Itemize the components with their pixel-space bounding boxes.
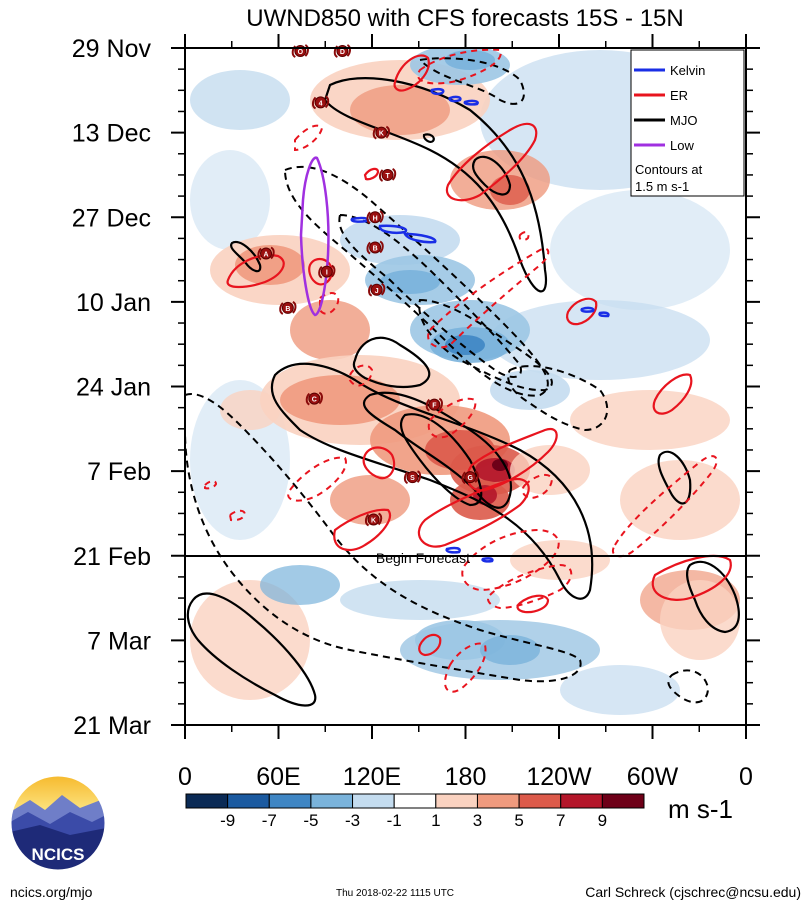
storm-marker: A	[257, 246, 275, 261]
storm-id: O	[298, 49, 304, 56]
colorbar-swatch	[310, 793, 354, 809]
storm-marker: D	[333, 44, 352, 58]
storm-id: C	[312, 397, 317, 404]
storm-marker: G	[461, 470, 479, 485]
storm-marker: S	[403, 470, 422, 485]
colorbar-swatch	[435, 793, 478, 809]
axes: 0 60E 120E 180 120W 60W 0 29 Nov 13 Dec 27 Dec 10 …	[72, 34, 760, 791]
storm-id: J	[375, 288, 379, 295]
y-tick-label: 13 Dec	[72, 120, 151, 148]
storm-id: K	[379, 131, 384, 138]
x-tick-label: 0	[739, 763, 753, 791]
colorbar-label: 3	[473, 811, 482, 830]
colorbar-swatch	[185, 793, 229, 809]
y-tick-label: 7 Mar	[87, 627, 151, 655]
legend-note-line2: 1.5 m s-1	[635, 179, 689, 194]
y-tick-label: 27 Dec	[72, 204, 151, 232]
colorbar-label: -1	[387, 811, 402, 830]
x-tick-label: 120E	[343, 763, 401, 791]
author-credit: Carl Schreck (cjschrec@ncsu.edu)	[585, 884, 801, 900]
storm-marker: K	[364, 512, 383, 527]
colorbar-swatch	[352, 793, 395, 809]
storm-marker: 4	[311, 95, 330, 110]
y-tick-label: 10 Jan	[76, 289, 151, 317]
storm-marker: H	[366, 210, 384, 225]
storm-id: 4	[319, 100, 323, 107]
colorbar-label: -3	[345, 811, 360, 830]
colorbar-swatch	[560, 793, 603, 809]
colorbar-swatch	[476, 793, 520, 809]
wave-contours	[185, 48, 740, 707]
y-tick-label: 21 Mar	[73, 712, 151, 740]
legend-label-low: Low	[670, 138, 694, 153]
legend-box: Kelvin ER MJO Low Contours at 1.5 m s-1	[630, 49, 745, 197]
colorbar-label: -7	[262, 811, 277, 830]
logo-text: NCICS	[32, 845, 85, 864]
colorbar-swatch	[601, 793, 645, 809]
x-tick-label: 120W	[526, 763, 592, 791]
storm-id: B	[373, 245, 378, 252]
storm-marker: F	[425, 397, 443, 412]
colorbar: -9 -7 -5 -3 -1 1 3 5 7 9	[185, 793, 645, 830]
x-tick-label: 60E	[256, 763, 300, 791]
storm-marker: C	[305, 391, 323, 406]
chart-title: UWND850 with CFS forecasts 15S - 15N	[246, 5, 683, 32]
y-tick-label: 21 Feb	[73, 543, 151, 571]
storm-id: H	[373, 215, 378, 222]
legend-label-er: ER	[670, 88, 688, 103]
y-tick-label: 29 Nov	[72, 35, 152, 63]
storm-id: S	[410, 475, 415, 482]
colorbar-label: 1	[431, 811, 440, 830]
colorbar-units: m s-1	[668, 794, 733, 824]
storm-id: B	[285, 306, 290, 313]
storm-marker: T	[378, 168, 397, 182]
forecast-label: Begin Forecast	[376, 550, 470, 566]
y-tick-label: 24 Jan	[76, 374, 151, 402]
website-link[interactable]: ncics.org/mjo	[10, 884, 93, 900]
colorbar-label: -5	[303, 811, 318, 830]
colorbar-label: 7	[556, 811, 565, 830]
colorbar-swatch	[393, 793, 437, 809]
storm-marker: K	[372, 125, 390, 140]
colorbar-swatch	[518, 793, 562, 809]
storm-id: D	[340, 49, 345, 56]
storm-marker: B	[279, 301, 297, 315]
colorbar-label: -9	[220, 811, 235, 830]
storm-markers: O D 4 K T H A I B J B C F S G K	[257, 44, 479, 527]
x-tick-label: 0	[178, 763, 192, 791]
low-contour	[299, 156, 330, 317]
x-tick-label: 180	[445, 763, 487, 791]
anomaly-field	[190, 48, 740, 715]
colorbar-swatch	[227, 793, 270, 809]
timestamp: Thu 2018-02-22 1115 UTC	[336, 888, 455, 899]
storm-marker: B	[366, 240, 384, 255]
y-tick-label: 7 Feb	[87, 458, 151, 486]
storm-id: K	[371, 517, 376, 524]
legend-note-line1: Contours at	[635, 162, 703, 177]
storm-id: I	[326, 270, 328, 277]
storm-id: F	[432, 403, 437, 410]
colorbar-swatch	[268, 793, 312, 809]
storm-marker: I	[318, 264, 336, 279]
storm-id: G	[467, 475, 473, 482]
storm-id: A	[264, 252, 269, 259]
colorbar-label: 9	[598, 811, 607, 830]
storm-marker: J	[368, 282, 386, 297]
storm-id: T	[385, 173, 390, 180]
x-tick-label: 60W	[627, 763, 679, 791]
legend-label-kelvin: Kelvin	[670, 63, 705, 78]
legend-label-mjo: MJO	[670, 113, 697, 128]
ncics-logo: NCICS	[10, 775, 106, 871]
colorbar-label: 5	[514, 811, 523, 830]
